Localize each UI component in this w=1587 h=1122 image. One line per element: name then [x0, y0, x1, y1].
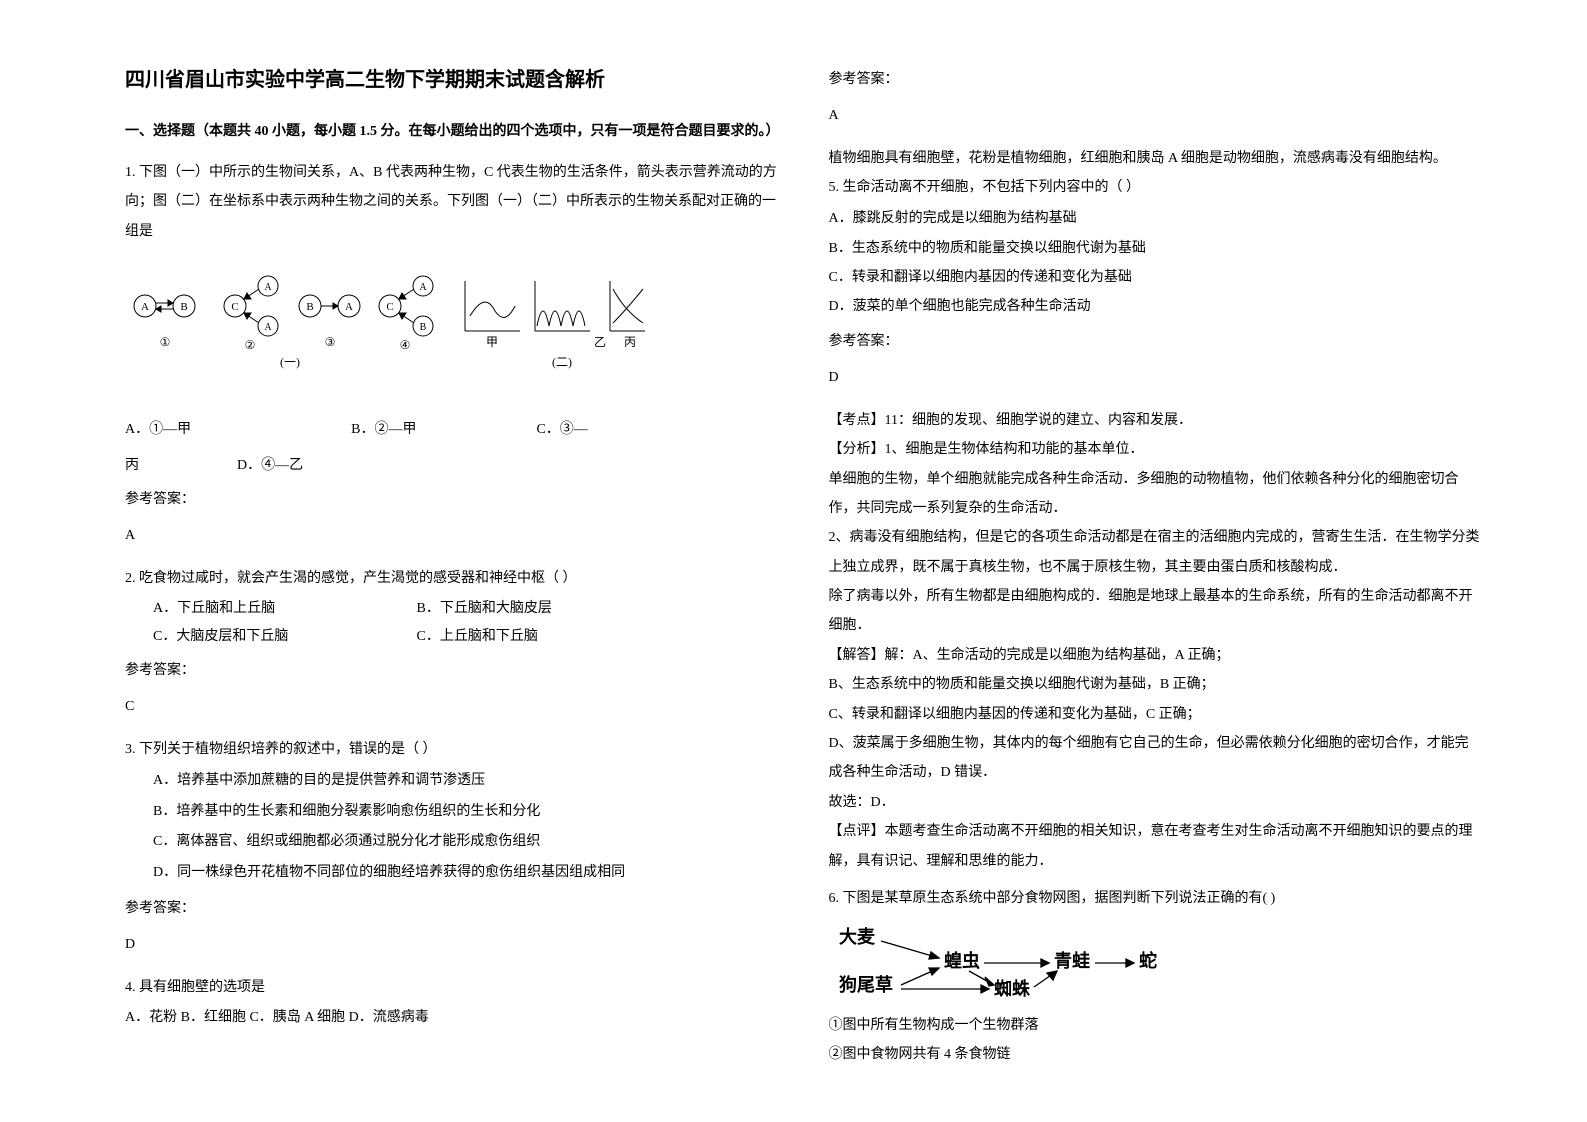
q3-text: 3. 下列关于植物组织培养的叙述中，错误的是（ ）: [125, 735, 779, 766]
q1-diagram: A B ① C A A ② B A ③ C: [125, 261, 779, 401]
q1-optB: B．②—甲: [351, 416, 416, 444]
svg-text:A: A: [345, 301, 353, 313]
svg-text:乙: 乙: [594, 335, 606, 349]
svg-text:③: ③: [325, 335, 336, 349]
question-3: 3. 下列关于植物组织培养的叙述中，错误的是（ ） A．培养基中添加蔗糖的目的是…: [125, 735, 779, 959]
svg-text:大麦: 大麦: [839, 926, 876, 947]
q3-answer: D: [125, 931, 779, 959]
q5-jieda4: D、菠菜属于多细胞生物，其体内的每个细胞有它自己的生命，但必需依赖分化细胞的密切…: [829, 729, 1483, 788]
q5-guxuan: 故选：D．: [829, 788, 1483, 817]
q5-fenxi2: 单细胞的生物，单个细胞就能完成各种生命活动．多细胞的动物植物，他们依赖各种分化的…: [829, 465, 1483, 524]
q4-explain: 植物细胞具有细胞壁，花粉是植物细胞，红细胞和胰岛 A 细胞是动物细胞，流感病毒没…: [829, 144, 1483, 173]
q5-kaodian: 【考点】11：细胞的发现、细胞学说的建立、内容和发展．: [829, 406, 1483, 435]
svg-text:B: B: [420, 322, 427, 333]
q5-jieda2: B、生态系统中的物质和能量交换以细胞代谢为基础，B 正确；: [829, 670, 1483, 699]
q2-row1: A．下丘脑和上丘脑 B．下丘脑和大脑皮层: [125, 595, 779, 623]
q5-fenxi3: 2、病毒没有细胞结构，但是它的各项生命活动都是在宿主的活细胞内完成的，营寄生生活…: [829, 523, 1483, 582]
document-title: 四川省眉山市实验中学高二生物下学期期末试题含解析: [125, 60, 779, 100]
svg-text:A: A: [141, 301, 149, 313]
q3-optC: C．离体器官、组织或细胞都必须通过脱分化才能形成愈伤组织: [125, 827, 779, 858]
svg-text:A: A: [264, 322, 272, 333]
q5-dianping: 【点评】本题考查生命活动离不开细胞的相关知识，意在考查考生对生命活动离不开细胞知…: [829, 817, 1483, 876]
svg-text:(一): (一): [280, 355, 300, 369]
q5-optD: D．菠菜的单个细胞也能完成各种生命活动: [829, 292, 1483, 321]
q5-jieda1: 【解答】解：A、生命活动的完成是以细胞为结构基础，A 正确；: [829, 641, 1483, 670]
q3-optD: D．同一株绿色开花植物不同部位的细胞经培养获得的愈伤组织基因组成相同: [125, 858, 779, 889]
question-2: 2. 吃食物过咸时，就会产生渴的感觉，产生渴觉的感受器和神经中枢（ ） A．下丘…: [125, 564, 779, 721]
svg-text:蛇: 蛇: [1139, 950, 1157, 971]
q2-optD: C．上丘脑和下丘脑: [417, 629, 538, 644]
question-5: 5. 生命活动离不开细胞，不包括下列内容中的（ ） A．膝跳反射的完成是以细胞为…: [829, 173, 1483, 876]
q1-options: A．①—甲 B．②—甲 C．③—: [125, 416, 779, 444]
q2-row2: C．大脑皮层和下丘脑 C．上丘脑和下丘脑: [125, 623, 779, 651]
q4-answer: A: [829, 102, 1483, 130]
q1-optC: C．③—: [536, 416, 587, 444]
svg-text:青蛙: 青蛙: [1054, 951, 1090, 971]
q2-optC: C．大脑皮层和下丘脑: [153, 623, 413, 651]
svg-text:甲: 甲: [486, 335, 498, 349]
svg-text:A: A: [419, 282, 427, 293]
q2-optB: B．下丘脑和大脑皮层: [417, 601, 552, 616]
svg-text:蜘蛛: 蜘蛛: [994, 978, 1031, 999]
q5-fenxi1: 【分析】1、细胞是生物体结构和功能的基本单位．: [829, 435, 1483, 464]
svg-text:④: ④: [400, 338, 411, 352]
question-6: 6. 下图是某草原生态系统中部分食物网图，据图判断下列说法正确的有( ) 大麦 …: [829, 884, 1483, 1070]
q5-optC: C．转录和翻译以细胞内基因的传递和变化为基础: [829, 263, 1483, 292]
q2-text: 2. 吃食物过咸时，就会产生渴的感觉，产生渴觉的感受器和神经中枢（ ）: [125, 564, 779, 595]
svg-text:①: ①: [160, 335, 171, 349]
svg-text:C: C: [231, 301, 238, 313]
q3-optB: B．培养基中的生长素和细胞分裂素影响愈伤组织的生长和分化: [125, 797, 779, 828]
q2-answer-label: 参考答案：: [125, 657, 779, 685]
section-header: 一、选择题（本题共 40 小题，每小题 1.5 分。在每小题给出的四个选项中，只…: [125, 118, 779, 146]
q5-optA: A．膝跳反射的完成是以细胞为结构基础: [829, 204, 1483, 233]
q3-answer-label: 参考答案：: [125, 895, 779, 923]
q6-food-web: 大麦 狗尾草 蝗虫 蜘蛛 青蛙 蛇: [829, 923, 1483, 1003]
q5-answer: D: [829, 364, 1483, 392]
svg-text:(二): (二): [552, 355, 572, 369]
svg-text:B: B: [180, 301, 187, 313]
q6-text: 6. 下图是某草原生态系统中部分食物网图，据图判断下列说法正确的有( ): [829, 884, 1483, 915]
svg-text:狗尾草: 狗尾草: [839, 974, 893, 995]
q6-stmt1: ①图中所有生物构成一个生物群落: [829, 1011, 1483, 1040]
q5-text: 5. 生命活动离不开细胞，不包括下列内容中的（ ）: [829, 173, 1483, 204]
q1-answer-label: 参考答案：: [125, 486, 779, 514]
question-1: 1. 下图（一）中所示的生物间关系，A、B 代表两种生物，C 代表生物的生活条件…: [125, 158, 779, 550]
q5-fenxi4: 除了病毒以外，所有生物都是由细胞构成的．细胞是地球上最基本的生命系统，所有的生命…: [829, 582, 1483, 641]
q2-optA: A．下丘脑和上丘脑: [153, 595, 413, 623]
q4-text: 4. 具有细胞壁的选项是: [125, 973, 779, 1004]
q2-answer: C: [125, 693, 779, 721]
q5-optB: B．生态系统中的物质和能量交换以细胞代谢为基础: [829, 234, 1483, 263]
q4-opts: A．花粉 B．红细胞 C．胰岛 A 细胞 D．流感病毒: [125, 1004, 779, 1032]
q5-answer-label: 参考答案：: [829, 328, 1483, 356]
q1-answer: A: [125, 522, 779, 550]
question-4: 4. 具有细胞壁的选项是 A．花粉 B．红细胞 C．胰岛 A 细胞 D．流感病毒: [125, 973, 779, 1032]
q1-optD-line: 丙 D．④—乙: [125, 452, 779, 480]
svg-text:②: ②: [245, 338, 256, 352]
q6-stmt2: ②图中食物网共有 4 条食物链: [829, 1040, 1483, 1069]
svg-text:C: C: [386, 301, 393, 313]
svg-text:A: A: [264, 282, 272, 293]
svg-text:蝗虫: 蝗虫: [944, 950, 980, 971]
svg-text:丙: 丙: [624, 335, 636, 349]
right-column: 参考答案： A 植物细胞具有细胞壁，花粉是植物细胞，红细胞和胰岛 A 细胞是动物…: [804, 60, 1508, 1082]
q1-optA: A．①—甲: [125, 416, 191, 444]
left-column: 四川省眉山市实验中学高二生物下学期期末试题含解析 一、选择题（本题共 40 小题…: [100, 60, 804, 1082]
q1-text: 1. 下图（一）中所示的生物间关系，A、B 代表两种生物，C 代表生物的生活条件…: [125, 158, 779, 246]
q5-jieda3: C、转录和翻译以细胞内基因的传递和变化为基础，C 正确；: [829, 700, 1483, 729]
svg-text:B: B: [306, 301, 313, 313]
q4-answer-label: 参考答案：: [829, 66, 1483, 94]
q3-optA: A．培养基中添加蔗糖的目的是提供营养和调节渗透压: [125, 766, 779, 797]
